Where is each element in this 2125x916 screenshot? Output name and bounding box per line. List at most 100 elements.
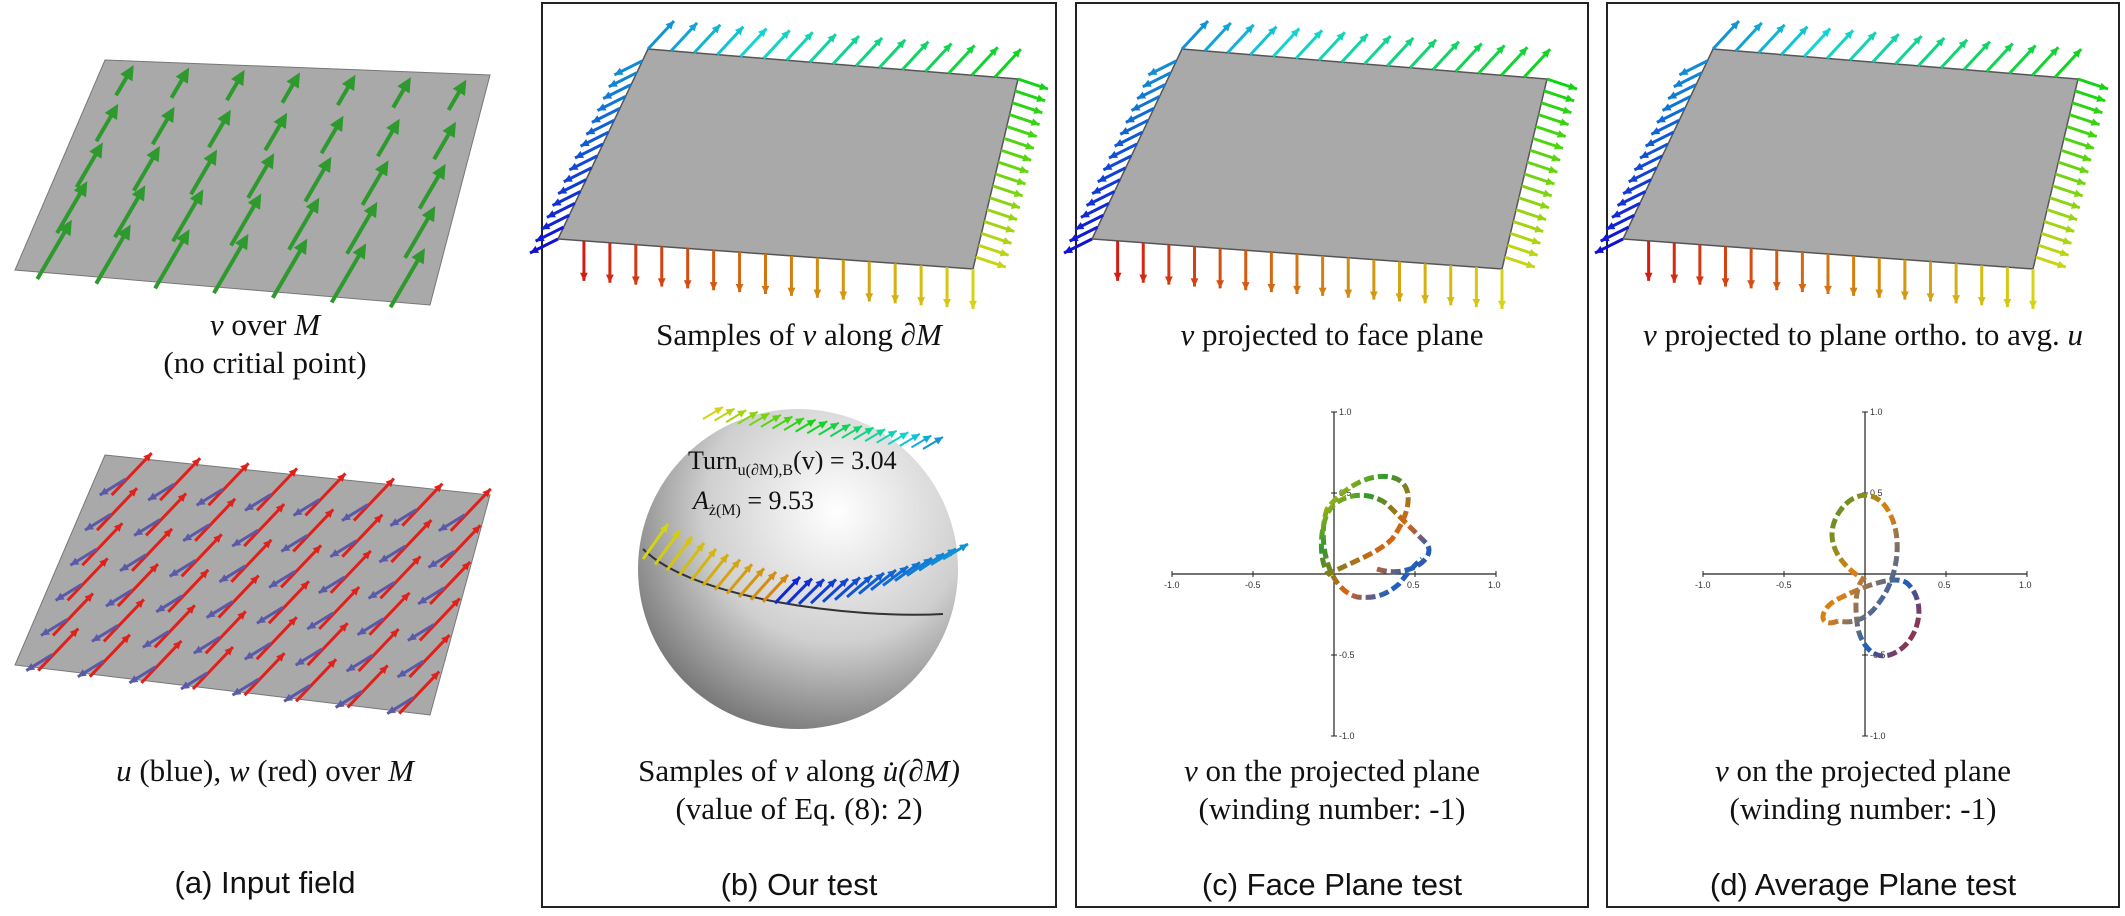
y-tick-label: 1.0 [1870, 407, 1883, 417]
sphere-sample-arrow [829, 423, 851, 438]
sphere-sample-arrow [918, 552, 945, 572]
w-field-arrow [130, 527, 174, 572]
v-field-arrow [446, 79, 467, 111]
boundary-sample-arrow [1875, 257, 1884, 298]
w-field-arrow [390, 518, 433, 564]
boundary-sample-arrow [2029, 269, 2037, 309]
area-formula: Aż(M) = 9.53 [691, 486, 814, 519]
u-field-arrow [182, 523, 210, 543]
panel-c-top-caption: v projected to face plane [1180, 317, 1484, 352]
x-tick-label: -1.0 [1695, 580, 1711, 590]
boundary-sample-arrow [1318, 255, 1327, 296]
panel-a-top-caption: v over M [209, 307, 321, 342]
boundary-sample-arrow [1540, 101, 1572, 115]
boundary-sample-arrow [631, 244, 640, 285]
boundary-sample-arrow [1523, 48, 1552, 79]
sphere-sample-arrow [834, 576, 861, 601]
w-field-arrow [368, 591, 411, 636]
boundary-sample-arrow [591, 107, 621, 124]
boundary-sample-arrow [1017, 77, 1049, 91]
boundary-sample-arrow [989, 196, 1021, 210]
v-field-arrow [403, 205, 436, 259]
input-field-uw-figure [14, 452, 492, 716]
w-field-arrow [194, 497, 237, 542]
sphere-sample-arrow [818, 421, 840, 436]
boundary-sample-arrow [969, 269, 977, 309]
boundary-sample-arrow [709, 250, 718, 291]
boundary-sample-arrow [1518, 196, 1550, 210]
w-field-arrow [140, 639, 183, 684]
y-tick-label: 1.0 [1339, 407, 1352, 417]
boundary-sample-arrow [1546, 77, 1578, 91]
boundary-sample-arrow [2031, 46, 2060, 77]
boundary-sample-arrow [1226, 23, 1255, 54]
u-field-arrow [133, 518, 161, 537]
boundary-sample-arrow [1605, 213, 1635, 231]
boundary-sample-arrow [1190, 246, 1199, 287]
u-field-arrow [91, 624, 119, 643]
sphere-sample-arrow [922, 436, 944, 450]
w-field-arrow [439, 524, 482, 569]
boundary-sample-arrow [762, 29, 791, 60]
boundary-sample-arrow [839, 259, 848, 300]
v-field-arrow [74, 142, 103, 189]
u-field-arrow [195, 487, 224, 507]
w-field-arrow [418, 597, 461, 642]
boundary-sample-arrow [1340, 33, 1369, 64]
boundary-sample-arrow [2003, 267, 2012, 308]
boundary-sample-arrow [1622, 178, 1652, 195]
boundary-sample-arrow [551, 190, 582, 207]
boundary-sample-arrow [1006, 125, 1038, 138]
boundary-sample-arrow [735, 252, 744, 293]
boundary-sample-arrow [1639, 142, 1669, 160]
boundary-sample-arrow [1241, 250, 1250, 291]
u-field-arrow [386, 696, 415, 715]
boundary-sample-arrow [992, 184, 1024, 198]
boundary-sample-arrow [1011, 101, 1043, 115]
w-field-arrow [102, 598, 145, 643]
sphere-sample-arrow [882, 565, 909, 587]
boundary-sample-arrow [1294, 29, 1324, 60]
boundary-sample-arrow [2052, 184, 2084, 198]
boundary-sample-arrow [568, 154, 599, 172]
boundary-sample-arrow [1512, 220, 1544, 233]
boundary-sample-arrow [2077, 77, 2109, 91]
u-field-arrow [69, 547, 98, 567]
boundary-sample-arrow [1798, 252, 1807, 293]
u-field-arrow [231, 677, 260, 697]
boundary-sample-arrow [2055, 172, 2086, 186]
v-field-arrow [246, 153, 275, 199]
w-field-arrow [207, 462, 250, 507]
sphere-sample-arrow [899, 432, 921, 447]
boundary-sample-arrow [1535, 125, 1567, 138]
u-field-arrow [180, 671, 208, 691]
boundary-sample-arrow [1526, 160, 1558, 174]
boundary-sample-arrow [605, 242, 614, 283]
boundary-sample-arrow [997, 160, 1029, 174]
w-field-arrow [429, 560, 472, 605]
v-field-arrow [391, 77, 411, 109]
boundary-sample-arrow [1747, 248, 1756, 289]
w-field-arrow [306, 622, 349, 667]
boundary-sample-arrow [1673, 71, 1703, 89]
boundary-sample-arrow [1524, 172, 1555, 186]
boundary-sample-arrow [986, 208, 1018, 222]
boundary-sample-arrow [1656, 107, 1686, 124]
v-field-arrow [113, 185, 146, 239]
panel-a: v over M (no critial point) u (blue), w … [0, 0, 530, 916]
boundary-sample-arrow [1661, 95, 1692, 112]
boundary-sample-arrow [1848, 31, 1877, 62]
boundary-sample-arrow [1164, 244, 1173, 285]
u-field-arrow [243, 641, 272, 661]
v-field-arrow [94, 103, 119, 143]
v-field-arrow [432, 121, 456, 161]
boundary-sample-arrow [1734, 21, 1763, 52]
v-field-arrow [207, 109, 231, 149]
boundary-sample-arrow [1102, 154, 1133, 172]
y-tick-label: -1.0 [1339, 731, 1355, 741]
v-field-arrow [263, 112, 288, 152]
u-field-arrow [128, 665, 157, 685]
sphere-sample-arrow [653, 529, 682, 566]
boundary-sample-arrow [2008, 44, 2037, 75]
boundary-sample-arrow [2046, 208, 2078, 222]
